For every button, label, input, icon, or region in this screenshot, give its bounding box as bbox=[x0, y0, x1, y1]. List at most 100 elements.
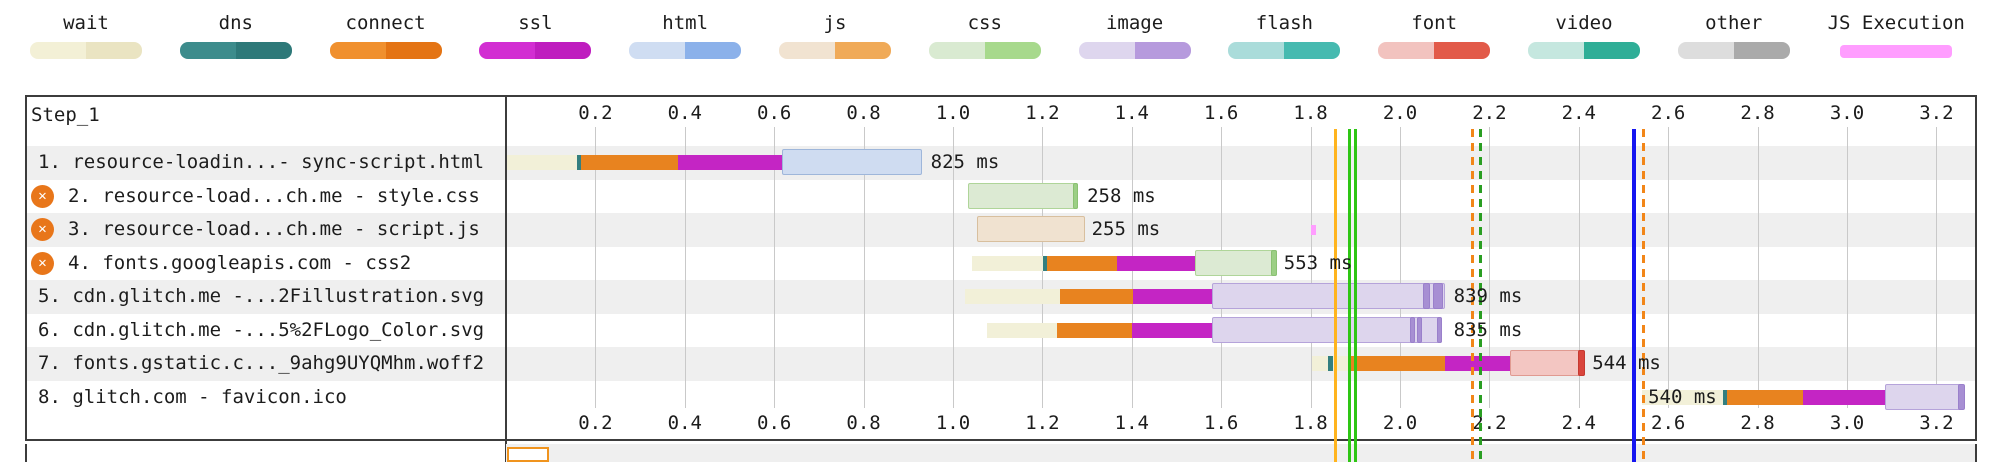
legend-item-connect: connect bbox=[329, 12, 442, 74]
segment-dns[interactable] bbox=[577, 155, 582, 170]
request-duration-label: 835 ms bbox=[1453, 318, 1523, 341]
segment-css[interactable] bbox=[1194, 249, 1278, 276]
segment-image_dl[interactable] bbox=[1416, 316, 1422, 343]
bottom-axis-tick-label: 3.0 bbox=[1829, 412, 1865, 434]
segment-wait[interactable] bbox=[986, 322, 1058, 338]
segment-css_dl[interactable] bbox=[1271, 249, 1278, 276]
segment-connect[interactable] bbox=[1347, 356, 1445, 371]
segment-ssl[interactable] bbox=[1133, 289, 1212, 304]
request-row-label[interactable]: 1. resource-loadin...- sync-script.html bbox=[38, 151, 485, 173]
marker-blue-solid bbox=[1631, 129, 1636, 462]
legend-item-css: css bbox=[928, 12, 1041, 74]
column-divider bbox=[505, 95, 507, 462]
request-row-label[interactable]: 3. resource-load...ch.me - script.js bbox=[68, 218, 480, 240]
top-axis-tick-label: 1.2 bbox=[1025, 102, 1060, 124]
segment-connect[interactable] bbox=[1046, 255, 1118, 271]
top-axis-tick-label: 0.4 bbox=[667, 102, 702, 124]
segment-image_dl[interactable] bbox=[1437, 316, 1442, 343]
segment-dns[interactable] bbox=[1042, 255, 1047, 271]
legend-swatch-other-icon bbox=[1677, 42, 1790, 59]
request-row-label[interactable]: 2. resource-load...ch.me - style.css bbox=[68, 184, 480, 207]
segment-image[interactable] bbox=[1884, 383, 1963, 410]
gridline bbox=[1489, 127, 1491, 408]
segment-image[interactable] bbox=[1211, 283, 1446, 309]
bottom-axis-tick-label: 0.8 bbox=[846, 412, 881, 434]
marker-orange-dashed-1 bbox=[1471, 129, 1475, 462]
top-axis-tick-label: 3.2 bbox=[1919, 102, 1954, 124]
segment-connect[interactable] bbox=[1726, 389, 1803, 405]
top-axis-tick-label: 0.8 bbox=[846, 102, 881, 124]
legend-swatch-wait-icon bbox=[30, 42, 142, 59]
segment-image[interactable] bbox=[1211, 316, 1443, 343]
legend-label: connect bbox=[345, 12, 426, 34]
bottom-axis-tick-label: 1.4 bbox=[1114, 412, 1149, 434]
request-duration-label: 825 ms bbox=[930, 151, 1000, 173]
row-stripe bbox=[27, 347, 1975, 381]
segment-dns[interactable] bbox=[1722, 389, 1727, 405]
segment-css_dl[interactable] bbox=[1072, 182, 1079, 209]
segment-wait[interactable] bbox=[965, 289, 1060, 304]
segment-ssl[interactable] bbox=[1117, 255, 1195, 271]
segment-dns[interactable] bbox=[1328, 356, 1333, 371]
segment-js[interactable] bbox=[977, 216, 1085, 242]
gridline bbox=[1936, 127, 1938, 408]
legend-swatch-dns-icon bbox=[179, 42, 292, 59]
request-row-label[interactable]: 4. fonts.googleapis.com - css2 bbox=[68, 251, 412, 274]
legend-item-font: font bbox=[1378, 12, 1491, 74]
top-axis-tick-label: 1.8 bbox=[1293, 102, 1328, 124]
legend-label: js bbox=[823, 12, 847, 34]
segment-ssl[interactable] bbox=[678, 155, 782, 170]
segment-ssl[interactable] bbox=[1802, 389, 1885, 405]
bottom-axis-tick-label: 2.4 bbox=[1561, 412, 1596, 434]
request-duration-label: 544 ms bbox=[1592, 352, 1661, 374]
marker-green-solid-2 bbox=[1354, 129, 1358, 462]
segment-connect[interactable] bbox=[1057, 322, 1132, 338]
legend-label: font bbox=[1411, 12, 1458, 34]
legend-swatch-js-execution-icon bbox=[1840, 45, 1953, 58]
request-row-label[interactable]: 5. cdn.glitch.me -...2Fillustration.svg bbox=[38, 285, 485, 307]
segment-ssl[interactable] bbox=[1444, 356, 1510, 371]
segment-font_dl[interactable] bbox=[1577, 350, 1586, 376]
top-axis-tick-label: 2.4 bbox=[1561, 102, 1596, 124]
segment-css[interactable] bbox=[968, 182, 1079, 209]
legend-label: JS Execution bbox=[1827, 12, 1965, 34]
segment-image_dl[interactable] bbox=[1409, 316, 1416, 343]
bottom-axis-tick-label: 2.8 bbox=[1740, 412, 1775, 434]
render-blocking-icon: ✕ bbox=[31, 218, 54, 241]
segment-image_dl[interactable] bbox=[1957, 383, 1965, 410]
bottom-axis-tick-label: 1.6 bbox=[1204, 412, 1239, 434]
legend-label: other bbox=[1705, 12, 1763, 34]
segment-js_exec[interactable] bbox=[1310, 225, 1316, 235]
request-duration-label: 553 ms bbox=[1283, 251, 1353, 274]
request-duration-label: 540 ms bbox=[1648, 385, 1717, 408]
segment-html[interactable] bbox=[781, 149, 923, 175]
gridline bbox=[953, 127, 954, 408]
segment-font[interactable] bbox=[1509, 350, 1586, 376]
bottom-axis-tick-label: 0.4 bbox=[667, 412, 702, 434]
segment-image_dl[interactable] bbox=[1422, 283, 1430, 309]
segment-connect[interactable] bbox=[1059, 289, 1134, 304]
segment-image_dl[interactable] bbox=[1433, 283, 1443, 309]
top-axis-tick-label: 1.4 bbox=[1114, 102, 1149, 124]
gridline bbox=[1578, 127, 1580, 408]
segment-wait[interactable] bbox=[971, 255, 1043, 271]
segment-connect[interactable] bbox=[581, 155, 679, 170]
legend-label: wait bbox=[63, 12, 109, 34]
request-row-label[interactable]: 7. fonts.gstatic.c..._9ahg9UYQMhm.woff2 bbox=[38, 352, 485, 374]
top-axis-tick-label: 1.6 bbox=[1204, 102, 1239, 124]
legend-swatch-font-icon bbox=[1378, 42, 1491, 59]
segment-wait[interactable] bbox=[1641, 389, 1723, 405]
legend-item-ssl: ssl bbox=[479, 12, 592, 74]
request-row-label[interactable]: 8. glitch.com - favicon.ico bbox=[38, 385, 347, 408]
segment-ssl[interactable] bbox=[1131, 322, 1212, 338]
bottom-axis-tick-label: 1.0 bbox=[935, 412, 971, 434]
legend-label: css bbox=[967, 12, 1002, 34]
request-duration-label: 255 ms bbox=[1091, 218, 1161, 240]
request-row-label[interactable]: 6. cdn.glitch.me -...5%2FLogo_Color.svg bbox=[38, 318, 485, 341]
render-blocking-icon: ✕ bbox=[31, 184, 54, 208]
gridline bbox=[1400, 127, 1401, 408]
legend-item-flash: flash bbox=[1228, 12, 1341, 74]
segment-wait[interactable] bbox=[506, 155, 578, 170]
step-title: Step_1 bbox=[31, 104, 100, 126]
